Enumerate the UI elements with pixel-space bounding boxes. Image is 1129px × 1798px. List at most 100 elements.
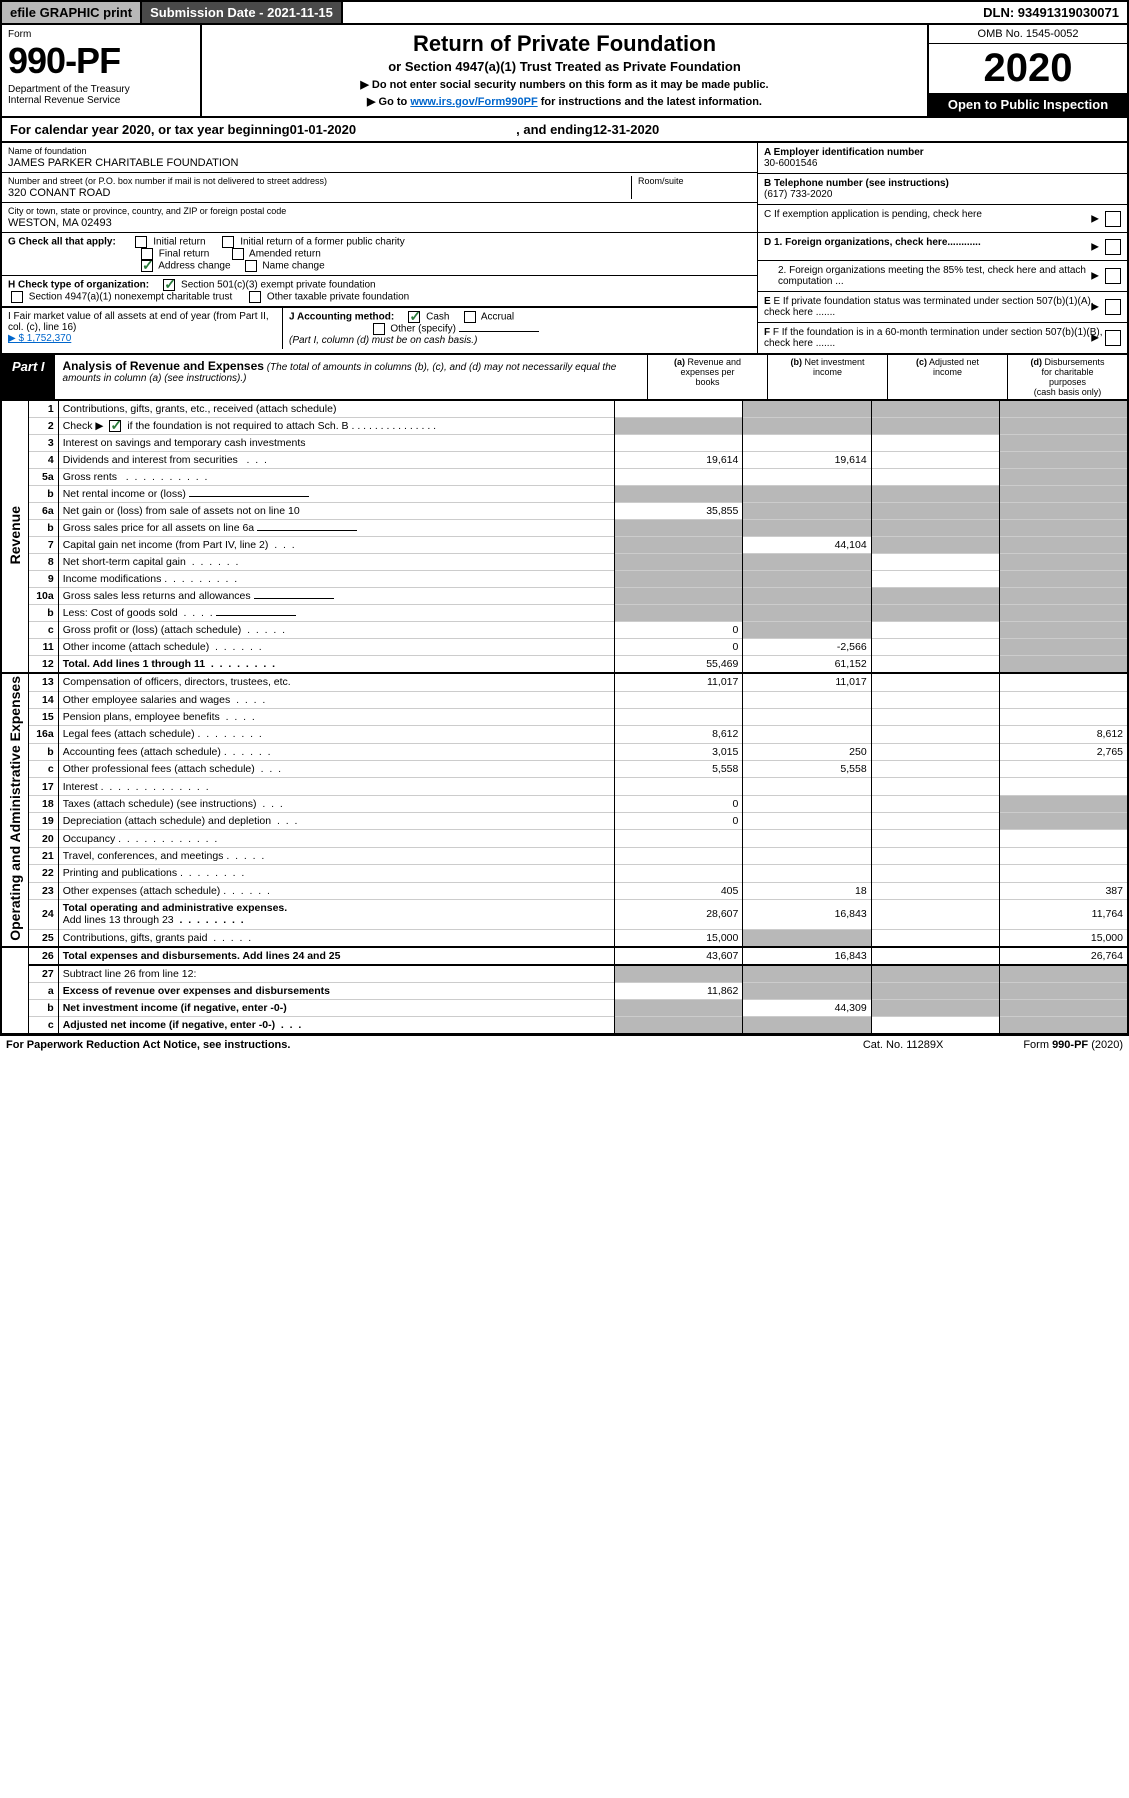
r6a-a: 35,855 xyxy=(614,503,742,520)
chk-amended-return[interactable] xyxy=(232,248,244,260)
dept-label: Department of the TreasuryInternal Reven… xyxy=(8,84,194,106)
form-note-2: ▶ Go to www.irs.gov/Form990PF for instru… xyxy=(208,95,921,108)
page-footer: For Paperwork Reduction Act Notice, see … xyxy=(0,1035,1129,1054)
section-i: I Fair market value of all assets at end… xyxy=(2,308,282,349)
r27b-b: 44,309 xyxy=(743,1000,871,1017)
form-subtitle: or Section 4947(a)(1) Trust Treated as P… xyxy=(208,59,921,74)
entity-info: Name of foundation JAMES PARKER CHARITAB… xyxy=(0,143,1129,355)
cat-no: Cat. No. 11289X xyxy=(863,1039,944,1051)
chk-cash[interactable] xyxy=(408,311,420,323)
ein-label: A Employer identification number xyxy=(764,147,924,158)
r11-a: 0 xyxy=(614,639,742,656)
chk-name-change[interactable] xyxy=(245,260,257,272)
part1-header: Part I Analysis of Revenue and Expenses … xyxy=(0,355,1129,401)
year-end: 12-31-2020 xyxy=(593,122,660,137)
r13-a: 11,017 xyxy=(614,673,742,691)
r23-b: 18 xyxy=(743,882,871,899)
top-bar: efile GRAPHIC print Submission Date - 20… xyxy=(0,0,1129,25)
section-e: E E If private foundation status was ter… xyxy=(758,292,1127,323)
addr-label: Number and street (or P.O. box number if… xyxy=(8,176,631,186)
section-d: D 1. Foreign organizations, check here..… xyxy=(758,233,1127,261)
city-label: City or town, state or province, country… xyxy=(8,206,751,216)
form-label: Form xyxy=(8,29,194,40)
r7-b: 44,104 xyxy=(743,537,871,554)
r23-a: 405 xyxy=(614,882,742,899)
r18-a: 0 xyxy=(614,795,742,812)
chk-c[interactable] xyxy=(1105,211,1121,227)
chk-d1[interactable] xyxy=(1105,239,1121,255)
col-a-hdr: (a) Revenue andexpenses perbooks xyxy=(647,355,767,399)
r24-a: 28,607 xyxy=(614,899,742,929)
r11-b: -2,566 xyxy=(743,639,871,656)
chk-other-taxable[interactable] xyxy=(249,291,261,303)
dln: DLN: 93491319030071 xyxy=(975,2,1127,23)
r6b-val xyxy=(257,530,357,531)
chk-initial-former[interactable] xyxy=(222,236,234,248)
irs-link[interactable]: www.irs.gov/Form990PF xyxy=(410,96,537,108)
r23-d: 387 xyxy=(1000,882,1128,899)
form-number: 990-PF xyxy=(8,40,194,82)
r13-b: 11,017 xyxy=(743,673,871,691)
r10c-a: 0 xyxy=(614,622,742,639)
r16b-a: 3,015 xyxy=(614,743,742,760)
chk-schb[interactable] xyxy=(109,420,121,432)
r4-b: 19,614 xyxy=(743,452,871,469)
r25-a: 15,000 xyxy=(614,929,742,947)
header-right: OMB No. 1545-0052 2020 Open to Public In… xyxy=(927,25,1127,116)
col-d-hdr: (d) Disbursementsfor charitablepurposes(… xyxy=(1007,355,1127,399)
city-state-zip: WESTON, MA 02493 xyxy=(8,217,751,229)
year-begin: 01-01-2020 xyxy=(290,122,357,137)
revenue-label: Revenue xyxy=(7,506,23,564)
col-c-hdr: (c) Adjusted netincome xyxy=(887,355,1007,399)
section-d2: 2. Foreign organizations meeting the 85%… xyxy=(758,261,1127,292)
omb-number: OMB No. 1545-0052 xyxy=(929,25,1127,44)
r24-b: 16,843 xyxy=(743,899,871,929)
r19-a: 0 xyxy=(614,813,742,830)
chk-accrual[interactable] xyxy=(464,311,476,323)
paperwork-notice: For Paperwork Reduction Act Notice, see … xyxy=(6,1039,290,1051)
part1-title: Analysis of Revenue and Expenses (The to… xyxy=(55,355,647,399)
section-g: G Check all that apply: Initial return I… xyxy=(8,236,751,248)
section-h-label: H Check type of organization: xyxy=(8,280,149,291)
chk-f[interactable] xyxy=(1105,330,1121,346)
r26-d: 26,764 xyxy=(1000,947,1128,965)
r12-a: 55,469 xyxy=(614,656,742,674)
fmv-amount: ▶ $ 1,752,370 xyxy=(8,333,71,344)
room-label: Room/suite xyxy=(638,176,751,186)
r16b-d: 2,765 xyxy=(1000,743,1128,760)
calendar-year-row: For calendar year 2020, or tax year begi… xyxy=(0,118,1129,143)
chk-initial-return[interactable] xyxy=(135,236,147,248)
header-title-block: Return of Private Foundation or Section … xyxy=(202,25,927,116)
chk-4947[interactable] xyxy=(11,291,23,303)
section-f: F F If the foundation is in a 60-month t… xyxy=(758,323,1127,353)
submission-date: Submission Date - 2021-11-15 xyxy=(142,2,343,23)
r26-b: 16,843 xyxy=(743,947,871,965)
section-c: C If exemption application is pending, c… xyxy=(758,205,1127,233)
form-note-1: ▶ Do not enter social security numbers o… xyxy=(208,78,921,91)
r4-a: 19,614 xyxy=(614,452,742,469)
telephone: (617) 733-2020 xyxy=(764,189,1121,200)
col-b-hdr: (b) Net investmentincome xyxy=(767,355,887,399)
tax-year: 2020 xyxy=(929,44,1127,93)
tel-label: B Telephone number (see instructions) xyxy=(764,178,949,189)
chk-other-method[interactable] xyxy=(373,323,385,335)
part1-tag: Part I xyxy=(2,355,55,399)
chk-address-change[interactable] xyxy=(141,260,153,272)
name-label: Name of foundation xyxy=(8,146,751,156)
chk-d2[interactable] xyxy=(1105,268,1121,284)
section-j: J Accounting method: Cash Accrual Other … xyxy=(282,308,757,349)
r24-d: 11,764 xyxy=(1000,899,1128,929)
chk-501c3[interactable] xyxy=(163,279,175,291)
street-address: 320 CONANT ROAD xyxy=(8,187,631,199)
efile-label: efile GRAPHIC print xyxy=(2,2,142,23)
r12-b: 61,152 xyxy=(743,656,871,674)
form-title: Return of Private Foundation xyxy=(208,31,921,57)
r25-d: 15,000 xyxy=(1000,929,1128,947)
expenses-label: Operating and Administrative Expenses xyxy=(7,676,23,941)
part1-table: Revenue 1Contributions, gifts, grants, e… xyxy=(0,401,1129,1035)
form-header: Form 990-PF Department of the TreasuryIn… xyxy=(0,25,1129,118)
chk-e[interactable] xyxy=(1105,299,1121,315)
r16a-d: 8,612 xyxy=(1000,726,1128,743)
r26-a: 43,607 xyxy=(614,947,742,965)
inspection-label: Open to Public Inspection xyxy=(929,93,1127,116)
